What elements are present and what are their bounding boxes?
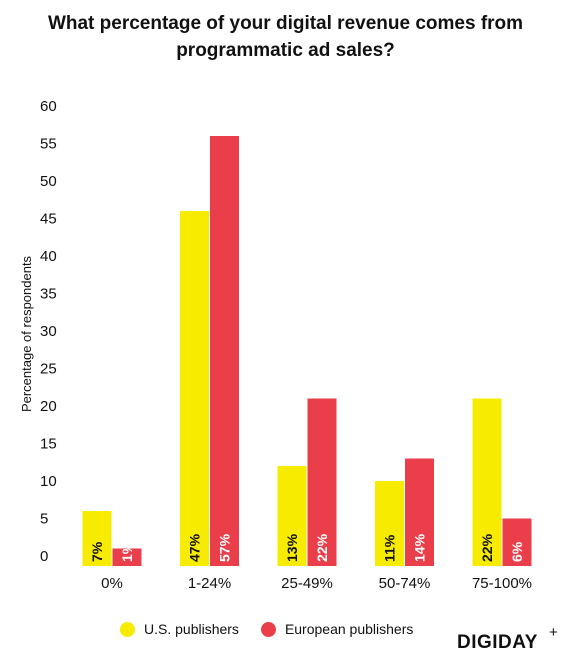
y-tick-label: 30 [40, 323, 57, 340]
brand-plus-mark: + [549, 624, 558, 641]
bar-chart: 0 5 10 15 20 25 30 35 40 45 50 55 60 Percentage of r… [19, 98, 532, 592]
bars: 7% 47% 13% 11% 22% 1% 57% 22% 14% 6% [82, 136, 532, 566]
y-axis: 0 5 10 15 20 25 30 35 40 45 50 55 60 [40, 98, 57, 565]
bar-value-label: 22% [314, 533, 330, 562]
legend-swatch-us [120, 621, 135, 637]
bar-value-label: 47% [187, 533, 203, 562]
y-tick-label: 25 [40, 361, 57, 378]
bar-us [82, 511, 112, 566]
x-axis: 0% 1-24% 25-49% 50-74% 75-100% [101, 575, 532, 592]
chart-title: What percentage of your digital revenue … [0, 10, 571, 64]
y-tick-label: 35 [40, 286, 57, 303]
y-tick-label: 15 [40, 436, 57, 453]
bar-value-label: 14% [412, 533, 428, 562]
bar-us [375, 481, 404, 566]
bar-us [277, 466, 307, 566]
bar-europe [307, 398, 337, 566]
x-tick-label: 1-24% [188, 575, 231, 592]
legend-item-europe: European publishers [260, 621, 414, 637]
x-tick-label: 75-100% [472, 575, 532, 592]
legend-label-us: U.S. publishers [144, 621, 239, 637]
legend-item-us: U.S. publishers [120, 621, 239, 637]
y-tick-label: 50 [40, 173, 57, 190]
y-tick-label: 45 [40, 211, 57, 228]
bar-value-label: 11% [382, 534, 398, 562]
y-axis-label: Percentage of respondents [19, 255, 34, 412]
y-tick-label: 60 [40, 98, 57, 115]
bar-value-label: 22% [479, 533, 495, 562]
y-tick-label: 55 [40, 136, 57, 153]
bar-value-label: 57% [217, 533, 233, 562]
legend-label-europe: European publishers [284, 621, 414, 637]
x-tick-label: 0% [101, 575, 123, 592]
bar-europe [502, 518, 532, 566]
legend: U.S. publishers European publishers [120, 621, 435, 637]
bar-europe [112, 548, 142, 566]
brand-logo: DIGIDAY [457, 632, 538, 653]
bar-europe [210, 136, 239, 566]
y-tick-label: 5 [40, 511, 48, 528]
chart-title-line-2: programmatic ad sales? [176, 40, 395, 61]
x-tick-label: 50-74% [379, 575, 431, 592]
y-tick-label: 10 [40, 473, 57, 490]
bar-europe [405, 458, 434, 566]
bar-us [472, 398, 502, 566]
y-tick-label: 0 [40, 548, 48, 565]
legend-swatch-europe [260, 621, 276, 637]
chart-title-line-1: What percentage of your digital revenue … [47, 13, 524, 34]
bar-value-label: 7% [89, 541, 105, 562]
bar-value-label: 6% [509, 541, 525, 562]
y-tick-label: 20 [40, 398, 57, 415]
bar-value-label: 1% [119, 541, 135, 562]
y-tick-label: 40 [40, 248, 57, 265]
x-tick-label: 25-49% [281, 575, 333, 592]
bar-value-label: 13% [284, 533, 300, 562]
bar-us [180, 211, 209, 566]
